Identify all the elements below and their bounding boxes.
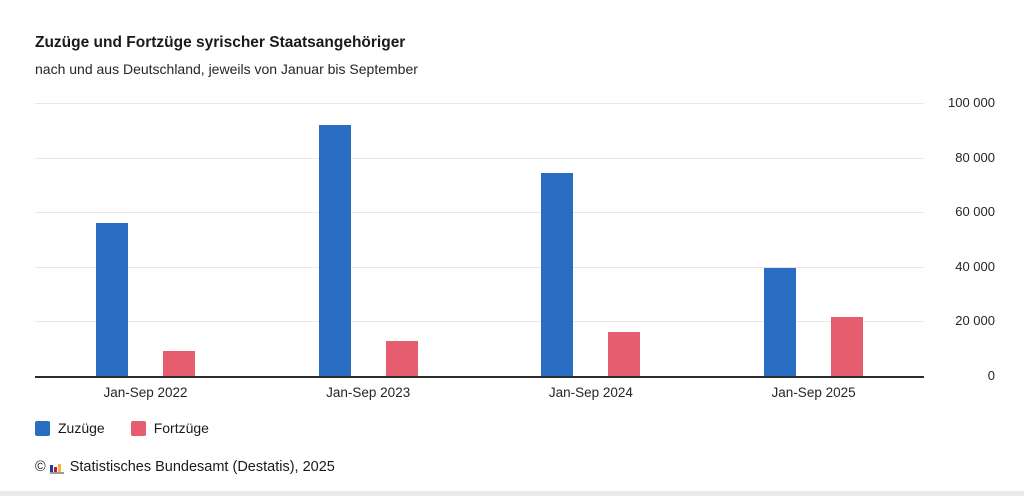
destatis-logo-bar (53, 466, 57, 474)
y-tick-label: 100 000 (948, 95, 995, 110)
plot-area (35, 103, 924, 378)
destatis-logo-bar (57, 463, 61, 474)
y-tick-label: 20 000 (955, 313, 995, 329)
legend-swatch-zuzuege-icon (35, 420, 50, 436)
y-tick-label: 60 000 (955, 204, 995, 220)
source-text: Statistisches Bundesamt (Destatis), 2025 (69, 459, 335, 475)
bottom-scroll-strip (0, 491, 1024, 496)
bar-fortzuege-2024 (608, 332, 641, 376)
bar-fortzuege-2025 (831, 317, 864, 376)
bar-fortzuege-2023 (385, 340, 418, 376)
source-line: © Statistisches Bundesamt (Destatis), 20… (35, 459, 335, 475)
destatis-logo-base (49, 471, 64, 474)
bar-zuzuege-2023 (318, 124, 351, 376)
chart-title: Zuzüge und Fortzüge syrischer Staatsange… (35, 34, 406, 51)
y-tick-label: 80 000 (955, 149, 995, 165)
bar-zuzuege-2022 (96, 223, 128, 376)
copyright-symbol: © (35, 459, 46, 475)
gridline (35, 212, 924, 214)
x-axis-labels: Jan-Sep 2022 Jan-Sep 2023 Jan-Sep 2024 Jan-… (35, 385, 924, 405)
gridline (35, 103, 924, 104)
y-tick-label: 0 (987, 368, 995, 383)
legend-label-fortzuege: Fortzüge (153, 420, 209, 436)
gridline (35, 321, 924, 323)
bar-fortzuege-2022 (163, 351, 195, 376)
y-tick-label: 40 000 (955, 258, 995, 274)
x-tick-label: Jan-Sep 2022 (103, 385, 188, 400)
legend-swatch-fortzuege-icon (130, 420, 146, 436)
legend: Zuzüge Fortzüge (35, 420, 235, 436)
x-tick-label: Jan-Sep 2025 (771, 385, 856, 400)
legend-label-zuzuege: Zuzüge (58, 420, 105, 436)
legend-item-fortzuege: Fortzüge (130, 420, 209, 436)
x-axis-line (35, 376, 924, 378)
destatis-logo-bar (49, 464, 53, 474)
bar-zuzuege-2025 (764, 268, 797, 376)
y-axis-labels: 0 20 000 40 000 60 000 80 000 100 000 (924, 95, 995, 383)
legend-item-zuzuege: Zuzüge (35, 420, 105, 436)
bar-zuzuege-2024 (541, 172, 574, 376)
x-tick-label: Jan-Sep 2023 (326, 385, 411, 400)
gridline (35, 157, 924, 159)
destatis-logo-icon (49, 461, 65, 474)
x-tick-label: Jan-Sep 2024 (548, 385, 633, 400)
chart-subtitle: nach und aus Deutschland, jeweils von Ja… (35, 61, 418, 77)
gridline (35, 266, 924, 268)
